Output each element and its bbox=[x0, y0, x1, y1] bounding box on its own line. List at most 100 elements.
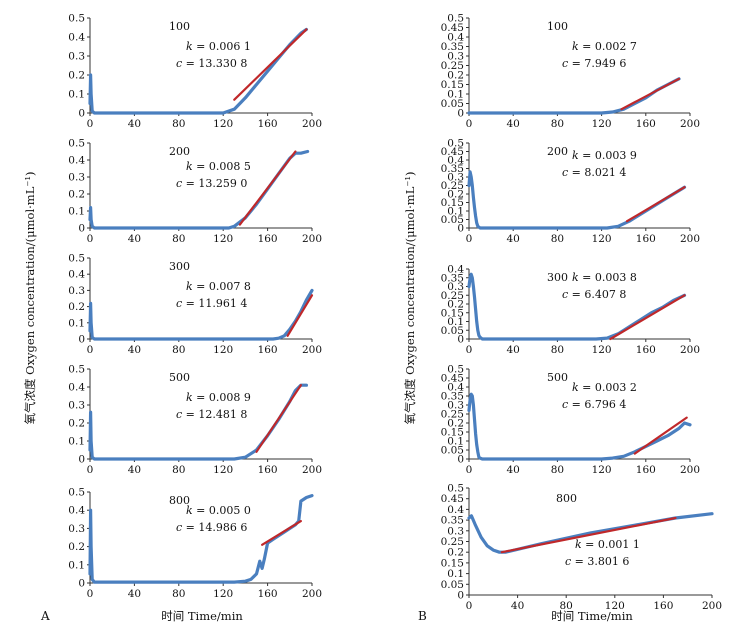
fit-line-b300 bbox=[609, 294, 686, 341]
subplot-label-a500: 500 bbox=[169, 371, 190, 384]
k-value-b500: k = 0.003 2 bbox=[572, 381, 637, 394]
x-tick-label-b100-0: 0 bbox=[466, 118, 473, 130]
x-tick-label-b500-1: 40 bbox=[507, 464, 520, 476]
y-tick-label-b500-1: 0.05 bbox=[441, 445, 464, 457]
y-tick-label-b200-5: 0.25 bbox=[441, 180, 464, 192]
subplot-label-b500: 500 bbox=[547, 371, 568, 384]
y-tick-label-b200-0: 0 bbox=[457, 223, 464, 235]
y-tick-label-b200-10: 0.5 bbox=[447, 138, 464, 150]
y-tick-label-b800-4: 0.2 bbox=[447, 547, 464, 559]
data-line-a300 bbox=[88, 288, 314, 341]
data-line-a500 bbox=[88, 383, 308, 461]
x-tick-label-a200-4: 160 bbox=[258, 233, 278, 245]
y-tick-label-a500-4: 0.4 bbox=[68, 382, 85, 394]
fit-line-a200 bbox=[238, 150, 297, 226]
y-tick-label-a200-1: 0.1 bbox=[68, 206, 85, 218]
chart-b100: 00.050.10.150.20.250.30.350.40.450.5 0 40 8… bbox=[441, 13, 700, 131]
fit-line-b500 bbox=[633, 416, 688, 455]
chart-b300: 00.050.10.150.20.250.30.350.4 0 40 80 120 160… bbox=[441, 264, 700, 357]
x-tick-label-b800-0: 0 bbox=[466, 600, 473, 612]
y-tick-label-b800-0: 0 bbox=[457, 590, 464, 602]
x-axis-title-a: 时间 Time/min bbox=[161, 609, 243, 623]
c-value-b300: c = 6.407 8 bbox=[562, 288, 626, 301]
y-tick-label-b800-5: 0.25 bbox=[441, 536, 464, 548]
x-tick-label-a500-5: 200 bbox=[302, 464, 322, 476]
data-line-b300 bbox=[467, 272, 687, 341]
fit-line-b200 bbox=[625, 186, 686, 223]
x-tick-label-a800-2: 80 bbox=[172, 588, 185, 600]
k-value-a800: k = 0.005 0 bbox=[186, 504, 251, 517]
y-tick-label-a300-5: 0.5 bbox=[68, 253, 85, 265]
y-tick-label-b200-1: 0.05 bbox=[441, 214, 464, 226]
y-tick-label-a800-2: 0.2 bbox=[68, 541, 85, 553]
chart-a100: 0 0.1 0.2 0.3 0.4 0.5 0 40 80 120 160 200 100 k = 0.0… bbox=[68, 13, 322, 131]
y-tick-label-b200-9: 0.45 bbox=[441, 146, 464, 158]
x-tick-label-a300-5: 200 bbox=[302, 344, 322, 356]
subplot-label-b300: 300 bbox=[547, 271, 568, 284]
x-tick-label-a500-1: 40 bbox=[128, 464, 141, 476]
x-tick-label-b200-0: 0 bbox=[466, 233, 473, 245]
x-tick-label-a800-5: 200 bbox=[302, 588, 322, 600]
c-value-b100: c = 7.949 6 bbox=[562, 57, 626, 70]
x-tick-label-a100-5: 200 bbox=[302, 118, 322, 130]
x-tick-label-b300-2: 80 bbox=[551, 344, 564, 356]
c-value-a300: c = 11.961 4 bbox=[176, 297, 247, 310]
x-tick-label-a500-0: 0 bbox=[87, 464, 94, 476]
x-tick-label-b300-0: 0 bbox=[466, 344, 473, 356]
y-axis-title-b: 氧气浓度 Oxygen concentration/(μmol·mL⁻¹) bbox=[403, 171, 417, 424]
y-tick-label-a800-4: 0.4 bbox=[68, 505, 85, 517]
y-tick-label-a500-2: 0.2 bbox=[68, 418, 85, 430]
c-value-b500: c = 6.796 4 bbox=[562, 398, 626, 411]
y-tick-label-a100-5: 0.5 bbox=[68, 13, 85, 25]
x-tick-label-b100-5: 200 bbox=[680, 118, 700, 130]
x-tick-label-b100-1: 40 bbox=[507, 118, 520, 130]
y-tick-label-b100-7: 0.35 bbox=[441, 41, 464, 53]
y-tick-label-b100-4: 0.2 bbox=[447, 70, 464, 82]
x-axis-title-b: 时间 Time/min bbox=[551, 609, 633, 623]
x-tick-label-a300-2: 80 bbox=[172, 344, 185, 356]
y-tick-label-b100-2: 0.1 bbox=[447, 89, 464, 101]
y-tick-label-a500-1: 0.1 bbox=[68, 436, 85, 448]
x-tick-label-b300-4: 160 bbox=[636, 344, 656, 356]
y-tick-label-a200-0: 0 bbox=[78, 223, 85, 235]
y-tick-label-a300-4: 0.4 bbox=[68, 269, 85, 281]
y-tick-label-b800-9: 0.45 bbox=[441, 493, 464, 505]
y-tick-label-b100-1: 0.05 bbox=[441, 98, 464, 110]
y-tick-label-a800-3: 0.3 bbox=[68, 523, 85, 535]
data-line-b200 bbox=[467, 170, 687, 230]
y-tick-label-b800-2: 0.1 bbox=[447, 568, 464, 580]
k-value-b200: k = 0.003 9 bbox=[572, 149, 637, 162]
y-tick-label-b300-8: 0.4 bbox=[447, 264, 464, 276]
y-tick-label-a300-2: 0.2 bbox=[68, 301, 85, 313]
data-line-b500 bbox=[467, 392, 692, 461]
x-tick-label-a200-5: 200 bbox=[302, 233, 322, 245]
y-tick-label-a800-0: 0 bbox=[78, 578, 85, 590]
x-tick-label-b100-2: 80 bbox=[551, 118, 564, 130]
x-tick-label-a200-2: 80 bbox=[172, 233, 185, 245]
y-axis-title-a: 氧气浓度 Oxygen concentration/(μmol·mL⁻¹) bbox=[23, 171, 37, 424]
fit-line-a800 bbox=[261, 519, 302, 546]
subplot-label-a100: 100 bbox=[169, 20, 190, 33]
x-tick-label-a100-0: 0 bbox=[87, 118, 94, 130]
chart-a500: 0 0.1 0.2 0.3 0.4 0.5 0 40 80 120 160 200 500 k = 0.0… bbox=[68, 364, 322, 477]
fit-line-a300 bbox=[286, 294, 314, 337]
y-tick-label-b500-10: 0.5 bbox=[447, 364, 464, 376]
y-tick-label-a500-0: 0 bbox=[78, 454, 85, 466]
x-tick-label-a500-2: 80 bbox=[172, 464, 185, 476]
subplot-label-a200: 200 bbox=[169, 145, 190, 158]
y-tick-label-b500-4: 0.2 bbox=[447, 418, 464, 430]
y-tick-label-b200-7: 0.35 bbox=[441, 163, 464, 175]
chart-b500: 00.050.10.150.20.250.30.350.40.450.5 0 40 8… bbox=[441, 364, 700, 477]
x-tick-label-a200-3: 120 bbox=[213, 233, 233, 245]
y-tick-label-b200-6: 0.3 bbox=[447, 172, 464, 184]
fit-line-b800 bbox=[500, 516, 677, 554]
y-tick-label-b300-3: 0.15 bbox=[441, 307, 464, 319]
y-tick-label-b800-1: 0.05 bbox=[441, 579, 464, 591]
x-tick-label-b800-3: 120 bbox=[605, 600, 625, 612]
x-tick-label-a100-3: 120 bbox=[213, 118, 233, 130]
y-tick-label-b800-6: 0.3 bbox=[447, 525, 464, 537]
c-value-a800: c = 14.986 6 bbox=[176, 521, 247, 534]
y-tick-label-b200-4: 0.2 bbox=[447, 189, 464, 201]
